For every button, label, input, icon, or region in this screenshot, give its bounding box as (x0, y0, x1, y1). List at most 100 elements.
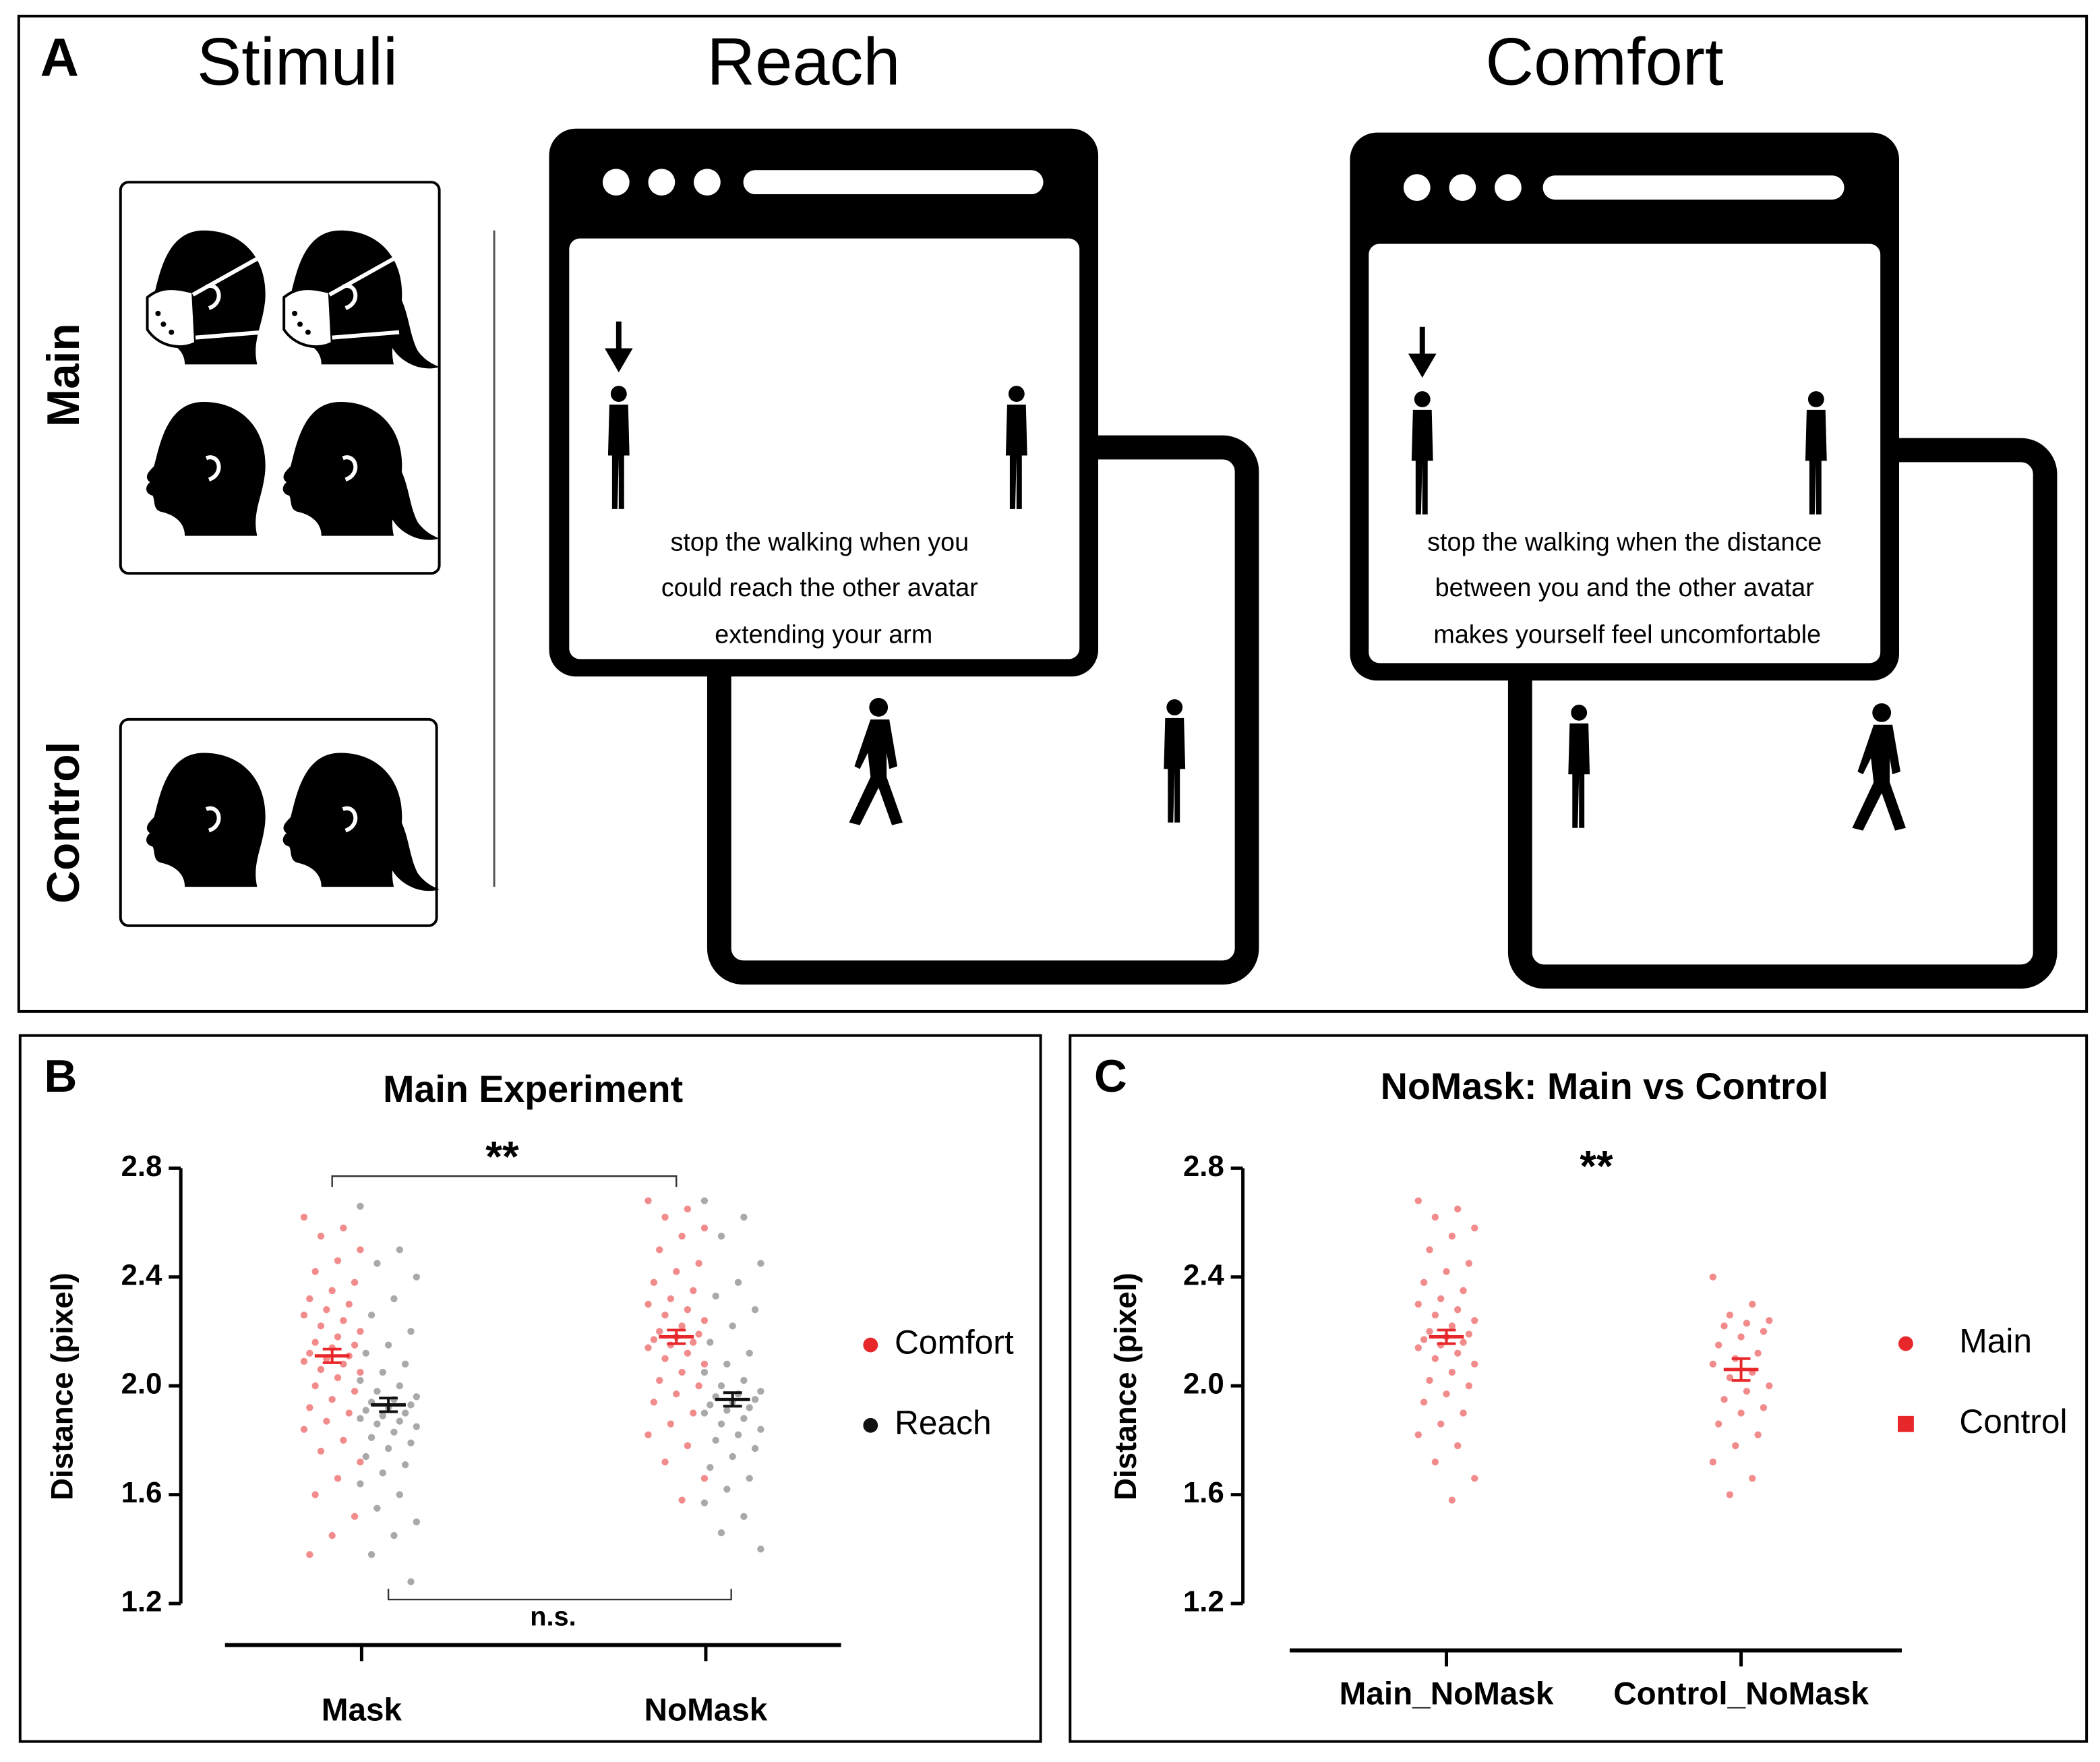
legend-marker (863, 1417, 878, 1433)
annotation: ** (1580, 1142, 1613, 1190)
data-point (334, 1475, 342, 1482)
instruction-line: stop the walking when you (670, 528, 969, 556)
data-point (1743, 1388, 1751, 1395)
head-icon (146, 402, 266, 536)
data-point (740, 1213, 748, 1221)
data-point (351, 1513, 359, 1521)
legend-marker (1898, 1336, 1913, 1351)
data-point (373, 1260, 381, 1267)
data-point (334, 1374, 342, 1382)
data-point (1471, 1475, 1478, 1482)
data-point (357, 1480, 364, 1488)
data-point (357, 1328, 364, 1335)
ponytail (391, 284, 440, 369)
data-point (656, 1246, 663, 1254)
data-point (1414, 1344, 1422, 1351)
data-point (729, 1322, 736, 1330)
panel-border (1069, 1034, 2089, 1743)
data-point (700, 1197, 709, 1204)
panel-border (17, 14, 2089, 1013)
data-point (379, 1412, 386, 1419)
data-point (401, 1461, 409, 1469)
data-point (678, 1368, 686, 1376)
data-point (684, 1442, 692, 1450)
y-tick-label: 2.8 (1183, 1150, 1224, 1183)
data-point (1709, 1273, 1717, 1281)
data-point (306, 1295, 313, 1303)
data-point (684, 1306, 692, 1314)
annotation: n.s. (530, 1602, 576, 1631)
window-bar (1111, 482, 1205, 506)
data-point (413, 1273, 420, 1281)
y-tick-label: 2.4 (1183, 1258, 1224, 1291)
data-point (644, 1300, 652, 1308)
data-point (1426, 1328, 1433, 1335)
window-bar (1542, 175, 1844, 200)
data-point (644, 1431, 652, 1438)
data-point (734, 1279, 742, 1286)
data-point (1709, 1458, 1717, 1466)
legend-label: Control (1959, 1403, 2067, 1440)
data-point (1448, 1368, 1456, 1376)
data-point (746, 1404, 753, 1411)
data-point (1709, 1360, 1717, 1368)
data-point (707, 1401, 714, 1409)
data-point (1420, 1336, 1428, 1343)
data-point (379, 1368, 386, 1376)
data-point (311, 1382, 319, 1390)
data-point (384, 1341, 392, 1349)
data-point (362, 1349, 369, 1357)
data-point (757, 1388, 764, 1395)
window-dot (694, 169, 721, 196)
data-point (695, 1260, 702, 1267)
window-dot (1403, 174, 1431, 201)
annotation: ** (485, 1133, 519, 1181)
data-point (373, 1420, 381, 1428)
data-point (717, 1233, 725, 1240)
data-point (707, 1339, 714, 1346)
data-point (667, 1295, 675, 1303)
data-point (717, 1529, 725, 1537)
data-point (396, 1491, 403, 1498)
x-tick-label: NoMask (644, 1692, 768, 1728)
stimuli-box (119, 181, 441, 575)
window-dot (1495, 174, 1522, 201)
data-point (661, 1458, 669, 1466)
data-point (351, 1341, 359, 1349)
data-point (740, 1376, 748, 1384)
data-point (684, 1205, 692, 1213)
chart-title: Main Experiment (383, 1068, 683, 1110)
data-point (673, 1268, 680, 1275)
legend-marker (1898, 1415, 1914, 1432)
data-point (1443, 1268, 1450, 1275)
data-point (1431, 1312, 1439, 1319)
window-dot (1449, 174, 1476, 201)
data-point (757, 1426, 764, 1433)
data-point (351, 1279, 359, 1286)
data-point (644, 1344, 652, 1351)
data-point (357, 1368, 364, 1376)
instruction-line: stop the walking when the distance (1427, 528, 1822, 556)
data-point (661, 1213, 669, 1221)
data-point (678, 1496, 686, 1504)
data-point (1766, 1382, 1773, 1390)
data-point (407, 1578, 415, 1585)
data-point (650, 1399, 658, 1406)
data-point (734, 1431, 742, 1438)
data-point (407, 1401, 415, 1409)
window-dot (602, 169, 630, 196)
data-point (1465, 1260, 1473, 1267)
data-point (334, 1257, 342, 1264)
data-point (1431, 1355, 1439, 1362)
data-point (390, 1295, 398, 1303)
data-point (396, 1382, 403, 1390)
data-point (729, 1452, 736, 1461)
y-axis-label: Distance (pixel) (44, 1272, 79, 1500)
data-point (1426, 1246, 1433, 1254)
data-point (1454, 1442, 1462, 1450)
data-point (1754, 1431, 1762, 1438)
data-point (712, 1436, 719, 1444)
ponytail (391, 455, 440, 540)
data-point (351, 1388, 359, 1395)
